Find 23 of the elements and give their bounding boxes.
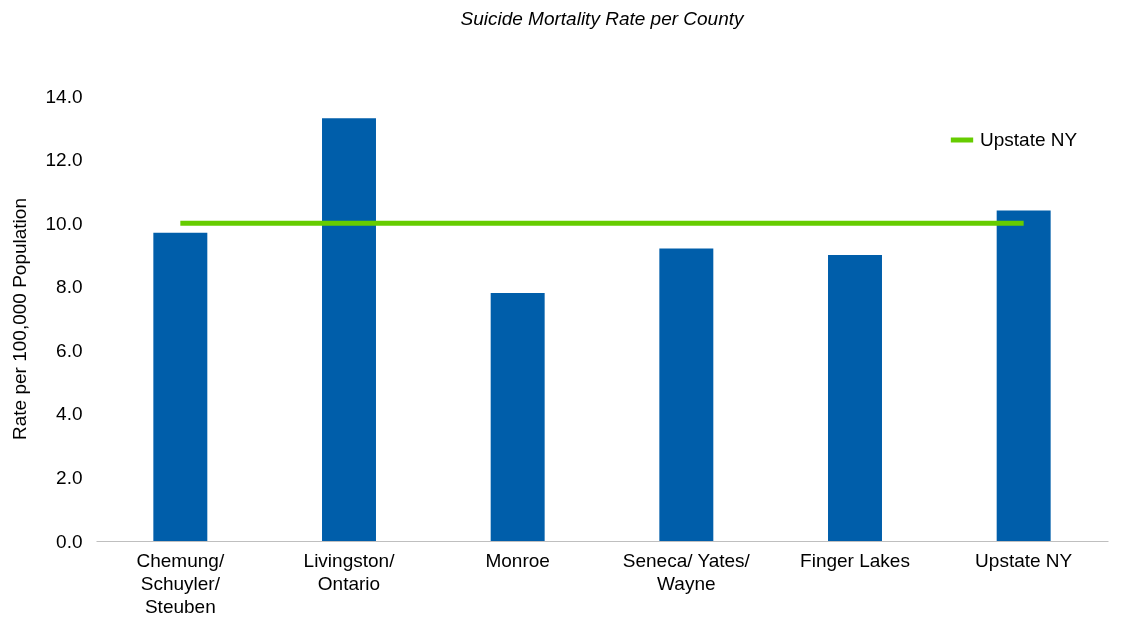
y-tick-label: 4.0 <box>56 403 83 425</box>
chart-title: Suicide Mortality Rate per County <box>460 8 746 29</box>
y-tick-label: 12.0 <box>45 149 83 171</box>
x-tick-label: Finger Lakes <box>800 549 910 571</box>
bar <box>153 232 208 541</box>
bar <box>659 248 714 541</box>
y-tick-label: 0.0 <box>56 530 83 552</box>
x-tick-label: Livingston/ Ontario <box>303 549 396 594</box>
bar <box>996 210 1051 541</box>
x-tick-label: Seneca/ Yates/ Wayne <box>622 549 751 594</box>
x-tick-label: Chemung/ Schuyler/ Steuben <box>136 549 225 617</box>
y-axis-title: Rate per 100,000 Population <box>8 198 30 440</box>
y-tick-label: 8.0 <box>56 276 83 298</box>
y-tick-label: 2.0 <box>56 466 83 488</box>
x-tick-label: Monroe <box>485 549 550 571</box>
bar <box>828 254 882 541</box>
bar <box>322 118 376 541</box>
x-tick-label: Upstate NY <box>975 549 1073 571</box>
y-tick-label: 10.0 <box>45 212 83 234</box>
legend-label: Upstate NY <box>980 129 1078 150</box>
y-tick-label: 14.0 <box>45 85 83 107</box>
bar <box>490 293 545 541</box>
y-tick-label: 6.0 <box>56 339 83 361</box>
